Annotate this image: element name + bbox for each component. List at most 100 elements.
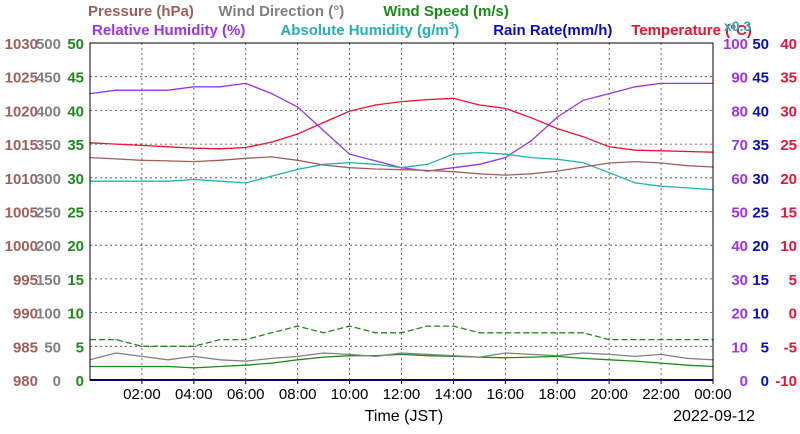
series-point-4 [530, 332, 532, 334]
x-tick-label: 08:00 [279, 386, 317, 403]
legend-item-row1-2: Wind Speed (m/s) [383, 3, 509, 20]
wind_speed-tick-label: 30 [67, 171, 84, 188]
series-point-4 [141, 345, 143, 347]
series-point-3 [141, 159, 143, 161]
series-point-3 [349, 167, 351, 169]
series-point-1 [556, 116, 558, 118]
series-point-5 [504, 357, 506, 359]
series-point-4 [686, 339, 688, 341]
series-point-5 [582, 357, 584, 359]
temperature-tick-label: 30 [780, 103, 797, 120]
series-point-5 [608, 359, 610, 361]
series-point-0 [478, 104, 480, 106]
rain_rate-tick-label: 15 [752, 272, 769, 289]
rain_rate-tick-label: 5 [761, 339, 769, 356]
series-point-6 [556, 355, 558, 357]
pressure-tick-label: 980 [13, 373, 38, 390]
pressure-tick-label: 1010 [5, 171, 38, 188]
x-tick-label: 10:00 [331, 386, 369, 403]
series-point-2 [219, 180, 221, 182]
series-point-5 [530, 356, 532, 358]
x-tick-label: 04:00 [175, 386, 213, 403]
series-point-4 [582, 332, 584, 334]
pressure-tick-label: 995 [13, 272, 38, 289]
x-tick-label: 12:00 [383, 386, 421, 403]
series-point-0 [219, 148, 221, 150]
series-point-6 [400, 352, 403, 354]
wind_speed-tick-label: 50 [67, 36, 84, 53]
series-point-3 [660, 162, 662, 164]
series-point-1 [219, 86, 221, 88]
series-point-2 [660, 185, 662, 187]
series-point-5 [426, 355, 429, 357]
series-point-3 [167, 160, 169, 162]
legend-text: Temperature (°C) [631, 22, 752, 39]
series-point-1 [504, 157, 506, 159]
series-point-6 [271, 357, 273, 359]
series-point-3 [219, 159, 221, 161]
series-point-3 [608, 162, 610, 164]
legend-item-row2-1: Absolute Humidity (g/m3) [280, 21, 459, 39]
x-tick-label: 16:00 [487, 386, 525, 403]
series-point-1 [193, 86, 195, 88]
series-point-4 [245, 339, 247, 341]
series-point-5 [245, 364, 247, 366]
series-point-6 [141, 355, 143, 357]
series-point-0 [582, 136, 584, 138]
series-point-5 [219, 365, 221, 368]
series-point-2 [193, 178, 195, 181]
wind_direction-tick-label: 300 [36, 171, 61, 188]
temperature-tick-label: 15 [780, 205, 797, 222]
pressure-tick-label: 1005 [5, 205, 38, 222]
series-point-1 [271, 93, 273, 95]
series-point-0 [374, 104, 377, 106]
legend-text: Rain Rate(mm/h) [493, 22, 612, 39]
series-point-1 [115, 89, 117, 91]
series-point-1 [582, 99, 584, 101]
series-point-4 [115, 339, 117, 341]
temperature-tick-label: 5 [789, 272, 797, 289]
series-point-2 [115, 180, 117, 182]
rain_rate-tick-label: 30 [752, 171, 769, 188]
relative_humidity-tick-label: 0 [740, 373, 748, 390]
legend-item-row2-0: Relative Humidity (%) [92, 22, 245, 39]
pressure-tick-label: 1000 [5, 238, 38, 255]
series-point-6 [426, 353, 429, 355]
series-point-5 [167, 365, 169, 368]
legend-item-row1-0: Pressure (hPa) [88, 3, 194, 20]
series-point-6 [686, 357, 688, 359]
x-tick-label: 22:00 [642, 386, 680, 403]
series-point-0 [660, 150, 662, 152]
wind_direction-tick-label: 350 [36, 137, 61, 154]
relative_humidity-tick-label: 50 [731, 205, 748, 222]
series-point-4 [271, 332, 273, 334]
pressure-tick-label: 1015 [5, 137, 38, 154]
series-point-4 [634, 339, 636, 341]
series-point-6 [219, 359, 221, 361]
x-tick-label: 00:00 [694, 386, 732, 403]
series-point-4 [167, 345, 169, 347]
series-point-1 [530, 140, 532, 142]
rain_rate-tick-label: 25 [752, 205, 769, 222]
series-point-6 [167, 359, 169, 361]
series-point-0 [271, 141, 273, 143]
pressure-tick-label: 1020 [5, 103, 38, 120]
series-point-2 [634, 182, 636, 184]
right-axes: 1009080706050403020100504540353025201510… [723, 36, 797, 390]
rain_rate-tick-label: 0 [761, 373, 769, 390]
series-point-2 [271, 175, 273, 177]
temperature-tick-label: 25 [780, 137, 797, 154]
legend-item-row2-3: Temperature (°C) [631, 22, 752, 39]
left-axes: 1030102510201015101010051000995990985980… [5, 36, 84, 390]
series-point-1 [297, 106, 299, 108]
series-point-6 [349, 353, 351, 355]
temperature-tick-label: 20 [780, 171, 797, 188]
series-point-5 [686, 364, 688, 366]
series-point-3 [271, 156, 273, 158]
series-point-4 [400, 332, 403, 334]
series-point-3 [556, 170, 558, 172]
series-point-4 [452, 325, 454, 327]
series-point-6 [115, 352, 117, 354]
series-point-0 [245, 146, 247, 149]
